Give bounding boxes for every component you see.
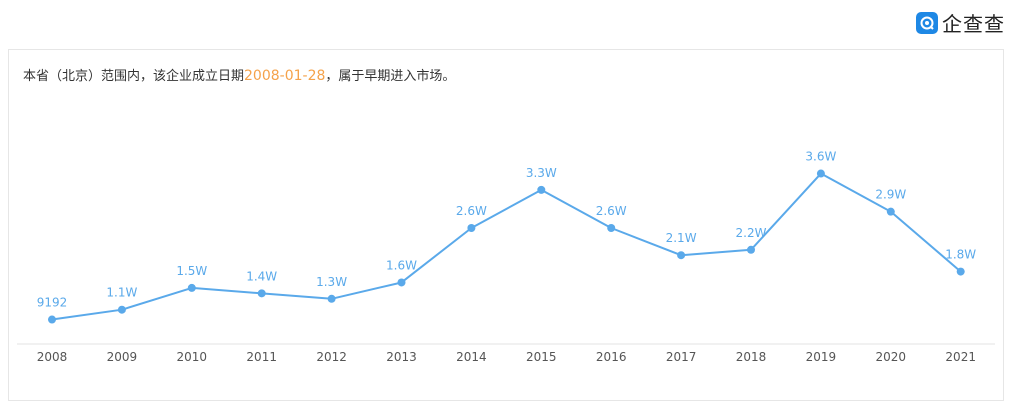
data-label: 2.2W: [736, 226, 767, 240]
x-tick-label: 2010: [177, 350, 208, 364]
data-label: 1.3W: [316, 275, 347, 289]
founding-date: 2008-01-28: [244, 68, 326, 84]
data-point: [48, 315, 56, 324]
data-label: 3.3W: [526, 166, 557, 180]
chart-panel: 本省（北京）范围内，该企业成立日期2008-01-28，属于早期进入市场。 91…: [8, 49, 1004, 401]
x-tick-label: 2018: [736, 350, 767, 364]
x-tick-label: 2011: [246, 350, 277, 364]
data-label: 1.1W: [106, 286, 137, 300]
line-chart: 9192 1.1W 1.5W 1.4W 1.3W 1.6W 2.6W 3.3W 2.6W 2.1W…: [17, 150, 995, 364]
description-suffix: ，属于早期进入市场。: [325, 69, 456, 84]
data-point: [537, 185, 546, 194]
data-label: 3.6W: [805, 150, 836, 164]
x-tick-label: 2015: [526, 350, 557, 364]
data-point: [117, 305, 126, 314]
data-point: [257, 289, 266, 298]
x-tick-label: 2020: [876, 350, 907, 364]
x-tick-label: 2008: [37, 350, 68, 364]
series-line: [51, 172, 962, 321]
x-tick-label: 2009: [107, 350, 138, 364]
data-point: [816, 169, 825, 178]
x-tick-label: 2021: [945, 350, 976, 364]
data-point: [607, 224, 616, 233]
chart-description: 本省（北京）范围内，该企业成立日期2008-01-28，属于早期进入市场。: [23, 65, 455, 84]
data-label: 2.6W: [456, 204, 487, 218]
qcc-logo-icon: [916, 11, 938, 34]
x-tick-label: 2017: [666, 350, 697, 364]
x-tick-label: 2019: [806, 350, 837, 364]
description-prefix: 本省（北京）范围内，该企业成立日期: [23, 69, 245, 84]
data-label: 1.4W: [246, 269, 277, 283]
x-tick-label: 2012: [316, 350, 347, 364]
data-point: [467, 224, 476, 233]
data-label: 9192: [37, 296, 68, 310]
data-label: 1.6W: [386, 258, 417, 272]
brand-logo: 企查查: [916, 8, 1005, 37]
x-tick-label: 2014: [456, 350, 487, 364]
data-label: 1.8W: [945, 248, 976, 262]
data-point: [397, 278, 406, 287]
brand-name: 企查查: [942, 12, 1005, 36]
data-label: 2.6W: [596, 204, 627, 218]
data-point: [956, 267, 965, 276]
data-point: [187, 283, 196, 292]
data-point: [747, 245, 755, 254]
data-label: 2.1W: [666, 231, 697, 245]
data-point: [677, 251, 686, 260]
data-label: 2.9W: [875, 188, 906, 202]
x-tick-label: 2013: [386, 350, 417, 364]
data-point: [886, 207, 895, 216]
data-label: 1.5W: [176, 264, 207, 278]
x-tick-label: 2016: [596, 350, 627, 364]
data-point: [327, 294, 336, 303]
